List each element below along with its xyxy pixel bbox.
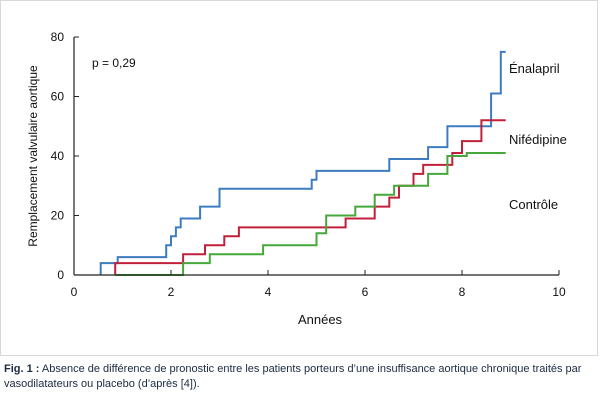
caption-label: Fig. 1 :: [4, 363, 40, 375]
x-axis-label: Années: [298, 312, 343, 327]
km-chart: 0 2 4 6 8 10 0 20 40 60 80 Énalapril Nifédipine Contr…: [26, 30, 567, 327]
y-tick-label: 20: [51, 209, 65, 223]
y-tick-label: 0: [57, 268, 64, 282]
chart-labels: p = 0,29 Années Remplacement valvulaire …: [26, 56, 343, 327]
x-tick-label: 0: [71, 285, 78, 299]
y-tick-label: 80: [51, 30, 65, 44]
series-label-controle: Contrôle: [509, 197, 558, 212]
y-axis-label: Remplacement valvulaire aortique: [26, 65, 40, 247]
figure-frame: 0 2 4 6 8 10 0 20 40 60 80 Énalapril Nifédipine Contr…: [0, 0, 598, 356]
plot-area: [99, 50, 506, 276]
series-line-nifedipine: [114, 119, 506, 275]
figure-caption: Fig. 1 : Absence de différence de pronos…: [4, 362, 596, 392]
x-tick-label: 4: [265, 285, 272, 299]
y-tick-label: 60: [51, 90, 65, 104]
p-value-annotation: p = 0,29: [92, 56, 136, 70]
x-tick-label: 8: [459, 285, 466, 299]
x-tick-label: 10: [552, 285, 566, 299]
series-line-enalapril: [99, 50, 506, 275]
y-tick-label: 40: [51, 149, 65, 163]
x-tick-label: 2: [168, 285, 175, 299]
axes: 0 2 4 6 8 10 0 20 40 60 80 Énalapril Nifédipine Contr…: [51, 30, 567, 299]
series-line-controle: [115, 152, 506, 276]
caption-text: Absence de différence de pronostic entre…: [4, 363, 582, 390]
series-label-nifedipine: Nifédipine: [509, 132, 567, 147]
x-tick-label: 6: [362, 285, 369, 299]
series-label-enalapril: Énalapril: [509, 61, 560, 76]
